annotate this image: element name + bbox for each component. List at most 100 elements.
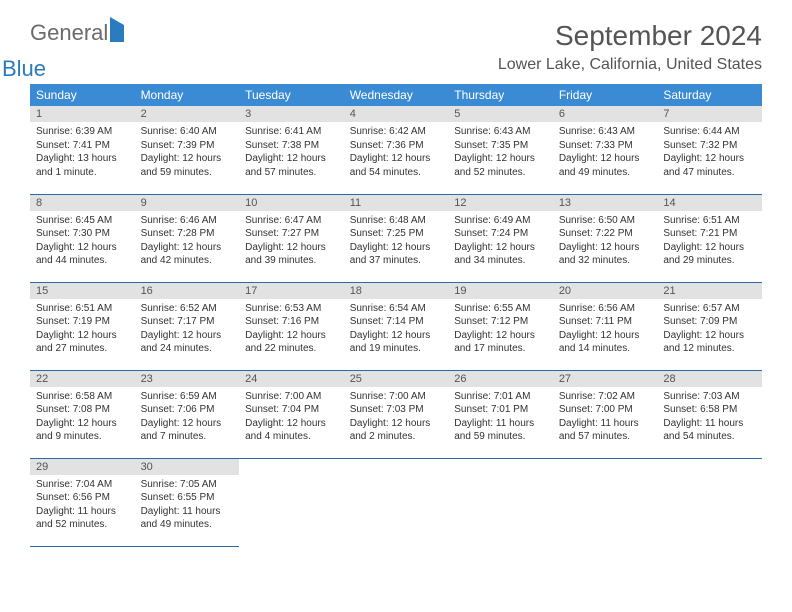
day-number: 12 — [448, 195, 553, 211]
day-number: 3 — [239, 106, 344, 122]
day-info: Sunrise: 6:54 AMSunset: 7:14 PMDaylight:… — [344, 299, 449, 362]
day-cell: 4Sunrise: 6:42 AMSunset: 7:36 PMDaylight… — [344, 106, 449, 194]
day-number: 28 — [657, 371, 762, 387]
day-info: Sunrise: 7:02 AMSunset: 7:00 PMDaylight:… — [553, 387, 658, 450]
day-info: Sunrise: 6:41 AMSunset: 7:38 PMDaylight:… — [239, 122, 344, 185]
day-info: Sunrise: 7:05 AMSunset: 6:55 PMDaylight:… — [135, 475, 240, 538]
day-info: Sunrise: 6:43 AMSunset: 7:33 PMDaylight:… — [553, 122, 658, 185]
day-info: Sunrise: 6:46 AMSunset: 7:28 PMDaylight:… — [135, 211, 240, 274]
empty-cell — [657, 458, 762, 546]
day-cell: 22Sunrise: 6:58 AMSunset: 7:08 PMDayligh… — [30, 370, 135, 458]
weekday-wednesday: Wednesday — [344, 84, 449, 106]
day-cell: 11Sunrise: 6:48 AMSunset: 7:25 PMDayligh… — [344, 194, 449, 282]
day-number: 18 — [344, 283, 449, 299]
day-cell: 16Sunrise: 6:52 AMSunset: 7:17 PMDayligh… — [135, 282, 240, 370]
day-info: Sunrise: 6:55 AMSunset: 7:12 PMDaylight:… — [448, 299, 553, 362]
weekday-saturday: Saturday — [657, 84, 762, 106]
location-text: Lower Lake, California, United States — [498, 56, 762, 74]
day-cell: 19Sunrise: 6:55 AMSunset: 7:12 PMDayligh… — [448, 282, 553, 370]
day-info: Sunrise: 6:59 AMSunset: 7:06 PMDaylight:… — [135, 387, 240, 450]
day-cell: 8Sunrise: 6:45 AMSunset: 7:30 PMDaylight… — [30, 194, 135, 282]
day-cell: 29Sunrise: 7:04 AMSunset: 6:56 PMDayligh… — [30, 458, 135, 546]
day-number: 25 — [344, 371, 449, 387]
day-info: Sunrise: 6:42 AMSunset: 7:36 PMDaylight:… — [344, 122, 449, 185]
day-number: 8 — [30, 195, 135, 211]
weekday-friday: Friday — [553, 84, 658, 106]
day-number: 23 — [135, 371, 240, 387]
day-cell: 23Sunrise: 6:59 AMSunset: 7:06 PMDayligh… — [135, 370, 240, 458]
day-info: Sunrise: 6:47 AMSunset: 7:27 PMDaylight:… — [239, 211, 344, 274]
day-number: 30 — [135, 459, 240, 475]
empty-cell — [344, 458, 449, 546]
day-number: 4 — [344, 106, 449, 122]
day-info: Sunrise: 6:44 AMSunset: 7:32 PMDaylight:… — [657, 122, 762, 185]
day-cell: 18Sunrise: 6:54 AMSunset: 7:14 PMDayligh… — [344, 282, 449, 370]
day-cell: 13Sunrise: 6:50 AMSunset: 7:22 PMDayligh… — [553, 194, 658, 282]
empty-cell — [239, 458, 344, 546]
day-info: Sunrise: 6:58 AMSunset: 7:08 PMDaylight:… — [30, 387, 135, 450]
calendar-row: 22Sunrise: 6:58 AMSunset: 7:08 PMDayligh… — [30, 370, 762, 458]
day-info: Sunrise: 6:49 AMSunset: 7:24 PMDaylight:… — [448, 211, 553, 274]
day-info: Sunrise: 6:51 AMSunset: 7:19 PMDaylight:… — [30, 299, 135, 362]
calendar-body: 1Sunrise: 6:39 AMSunset: 7:41 PMDaylight… — [30, 106, 762, 546]
day-number: 7 — [657, 106, 762, 122]
day-info: Sunrise: 6:45 AMSunset: 7:30 PMDaylight:… — [30, 211, 135, 274]
day-cell: 3Sunrise: 6:41 AMSunset: 7:38 PMDaylight… — [239, 106, 344, 194]
day-number: 20 — [553, 283, 658, 299]
day-number: 9 — [135, 195, 240, 211]
day-number: 14 — [657, 195, 762, 211]
day-cell: 2Sunrise: 6:40 AMSunset: 7:39 PMDaylight… — [135, 106, 240, 194]
day-cell: 25Sunrise: 7:00 AMSunset: 7:03 PMDayligh… — [344, 370, 449, 458]
empty-cell — [448, 458, 553, 546]
weekday-tuesday: Tuesday — [239, 84, 344, 106]
day-cell: 7Sunrise: 6:44 AMSunset: 7:32 PMDaylight… — [657, 106, 762, 194]
day-info: Sunrise: 7:01 AMSunset: 7:01 PMDaylight:… — [448, 387, 553, 450]
header: General Blue September 2024 Lower Lake, … — [30, 20, 762, 74]
day-info: Sunrise: 7:04 AMSunset: 6:56 PMDaylight:… — [30, 475, 135, 538]
logo: General Blue — [30, 20, 124, 72]
day-info: Sunrise: 7:03 AMSunset: 6:58 PMDaylight:… — [657, 387, 762, 450]
day-info: Sunrise: 7:00 AMSunset: 7:04 PMDaylight:… — [239, 387, 344, 450]
day-cell: 20Sunrise: 6:56 AMSunset: 7:11 PMDayligh… — [553, 282, 658, 370]
title-block: September 2024 Lower Lake, California, U… — [498, 20, 762, 74]
day-number: 24 — [239, 371, 344, 387]
logo-text-general: General — [30, 20, 108, 45]
day-number: 17 — [239, 283, 344, 299]
empty-cell — [553, 458, 658, 546]
calendar-row: 29Sunrise: 7:04 AMSunset: 6:56 PMDayligh… — [30, 458, 762, 546]
day-info: Sunrise: 6:50 AMSunset: 7:22 PMDaylight:… — [553, 211, 658, 274]
day-cell: 28Sunrise: 7:03 AMSunset: 6:58 PMDayligh… — [657, 370, 762, 458]
logo-sail-icon — [110, 17, 124, 42]
day-number: 11 — [344, 195, 449, 211]
calendar-row: 8Sunrise: 6:45 AMSunset: 7:30 PMDaylight… — [30, 194, 762, 282]
day-cell: 12Sunrise: 6:49 AMSunset: 7:24 PMDayligh… — [448, 194, 553, 282]
weekday-sunday: Sunday — [30, 84, 135, 106]
day-number: 6 — [553, 106, 658, 122]
day-info: Sunrise: 6:51 AMSunset: 7:21 PMDaylight:… — [657, 211, 762, 274]
day-cell: 17Sunrise: 6:53 AMSunset: 7:16 PMDayligh… — [239, 282, 344, 370]
day-cell: 26Sunrise: 7:01 AMSunset: 7:01 PMDayligh… — [448, 370, 553, 458]
day-cell: 1Sunrise: 6:39 AMSunset: 7:41 PMDaylight… — [30, 106, 135, 194]
day-cell: 24Sunrise: 7:00 AMSunset: 7:04 PMDayligh… — [239, 370, 344, 458]
day-info: Sunrise: 6:53 AMSunset: 7:16 PMDaylight:… — [239, 299, 344, 362]
day-cell: 6Sunrise: 6:43 AMSunset: 7:33 PMDaylight… — [553, 106, 658, 194]
calendar-row: 1Sunrise: 6:39 AMSunset: 7:41 PMDaylight… — [30, 106, 762, 194]
day-number: 29 — [30, 459, 135, 475]
day-number: 16 — [135, 283, 240, 299]
logo-text-blue: Blue — [2, 56, 46, 81]
day-cell: 5Sunrise: 6:43 AMSunset: 7:35 PMDaylight… — [448, 106, 553, 194]
day-number: 5 — [448, 106, 553, 122]
day-number: 27 — [553, 371, 658, 387]
day-number: 21 — [657, 283, 762, 299]
weekday-thursday: Thursday — [448, 84, 553, 106]
day-cell: 15Sunrise: 6:51 AMSunset: 7:19 PMDayligh… — [30, 282, 135, 370]
day-cell: 14Sunrise: 6:51 AMSunset: 7:21 PMDayligh… — [657, 194, 762, 282]
day-info: Sunrise: 6:48 AMSunset: 7:25 PMDaylight:… — [344, 211, 449, 274]
day-number: 10 — [239, 195, 344, 211]
day-number: 19 — [448, 283, 553, 299]
weekday-header-row: Sunday Monday Tuesday Wednesday Thursday… — [30, 84, 762, 106]
day-info: Sunrise: 6:57 AMSunset: 7:09 PMDaylight:… — [657, 299, 762, 362]
month-title: September 2024 — [498, 20, 762, 52]
day-number: 26 — [448, 371, 553, 387]
day-cell: 9Sunrise: 6:46 AMSunset: 7:28 PMDaylight… — [135, 194, 240, 282]
